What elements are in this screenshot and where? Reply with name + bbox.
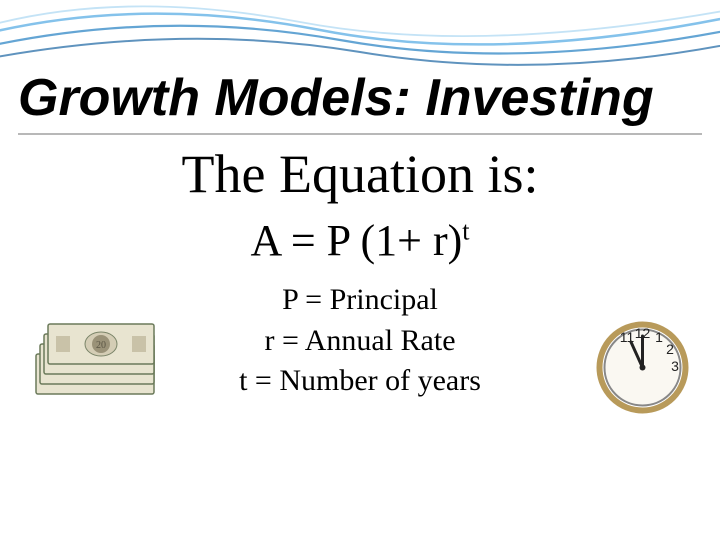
clock-image: 12 11 1 2 3: [595, 320, 690, 415]
money-image: 20: [30, 310, 160, 400]
svg-text:1: 1: [655, 329, 663, 345]
title-underline: [18, 133, 702, 135]
slide-subtitle: The Equation is:: [0, 143, 720, 205]
equation: A = P (1+ r)t: [0, 215, 720, 266]
equation-base: A = P (1+ r): [250, 216, 462, 265]
svg-text:20: 20: [96, 340, 106, 351]
slide-title: Growth Models: Investing: [0, 70, 720, 127]
svg-text:2: 2: [666, 341, 674, 357]
svg-text:3: 3: [671, 358, 679, 374]
equation-exponent: t: [462, 217, 469, 246]
